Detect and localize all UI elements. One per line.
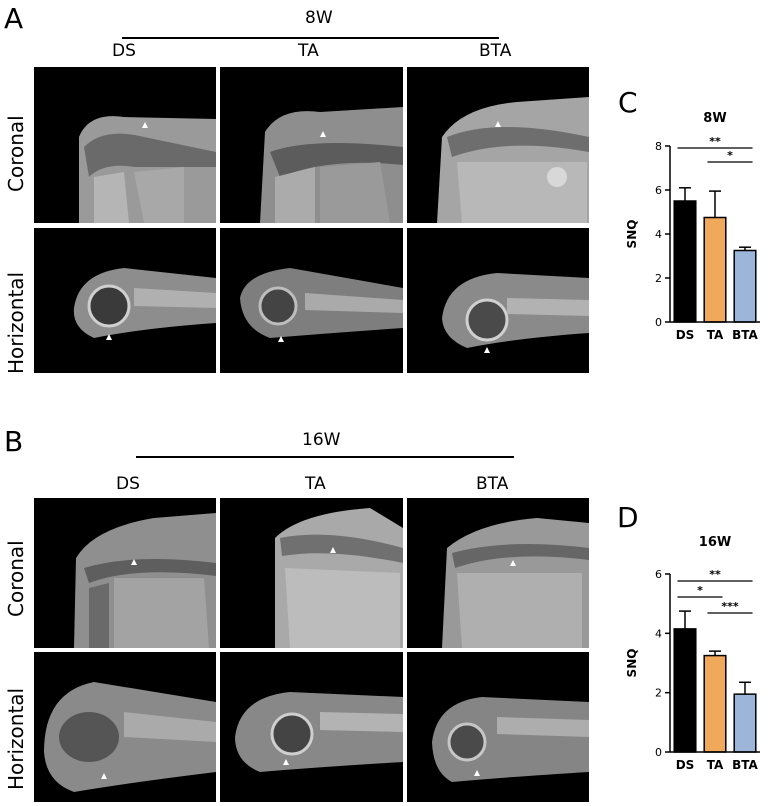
chart1-title: 16W [699, 535, 731, 550]
chart0-bar-ta [703, 216, 727, 323]
chart1-ytick-2: 2 [655, 687, 662, 700]
chart1-bar-ds [673, 628, 697, 753]
chart1-xtick-ta: TA [707, 758, 724, 772]
mri-a-horizontal-bta [407, 228, 589, 373]
chart0-xtick-ta: TA [707, 328, 724, 342]
group-label-a-ta: TA [298, 41, 319, 61]
chart0-xtick-ds: DS [676, 328, 695, 342]
chart1-bar-bta [733, 693, 757, 753]
mri-b-horizontal-ds [34, 652, 216, 802]
chart0-ytick-2: 2 [655, 272, 662, 285]
group-label-b-ta: TA [305, 474, 326, 494]
chart0-ytick-8: 8 [655, 140, 662, 153]
panel-letter-b: B [4, 425, 24, 458]
mri-b-horizontal-ta [220, 652, 403, 802]
panel-letter-a: A [4, 2, 24, 35]
group-label-b-bta: BTA [476, 474, 509, 494]
mri-a-coronal-bta [407, 67, 589, 223]
timepoint-label-a: 8W [305, 8, 333, 28]
chart1-ytick-6: 6 [655, 568, 662, 581]
chart0-ylabel: SNQ [625, 220, 639, 249]
mri-a-horizontal-ds [34, 228, 216, 373]
chart1-sig-label-0: ** [709, 568, 721, 581]
mri-a-coronal-ta [220, 67, 403, 223]
mri-b-horizontal-bta [407, 652, 589, 802]
mri-b-coronal-bta [407, 498, 589, 648]
row-label-b-horizontal: Horizontal [4, 687, 28, 790]
row-label-a-coronal: Coronal [4, 115, 28, 192]
chart0-ytick-6: 6 [655, 184, 662, 197]
timepoint-bracket-b [136, 456, 514, 458]
chart1-sig-label-1: * [697, 584, 703, 597]
timepoint-label-b: 16W [302, 430, 341, 450]
chart1-bar-ta [703, 654, 727, 753]
chart0-sig-label-0: ** [709, 135, 721, 148]
mri-a-coronal-ds [34, 67, 216, 223]
mri-b-coronal-ta [220, 498, 403, 648]
chart1-ylabel: SNQ [625, 649, 639, 678]
group-label-b-ds: DS [116, 474, 140, 494]
mri-a-horizontal-ta [220, 228, 403, 373]
group-label-a-bta: BTA [479, 41, 512, 61]
row-label-b-coronal: Coronal [4, 540, 28, 617]
row-label-a-horizontal: Horizontal [4, 271, 28, 374]
chart1-sig-label-2: *** [721, 600, 739, 613]
group-label-a-ds: DS [112, 41, 136, 61]
panel-letter-d: D [617, 501, 639, 534]
mri-b-coronal-ds [34, 498, 216, 648]
chart0-title: 8W [703, 111, 726, 126]
chart0-sig-label-1: * [727, 149, 733, 162]
chart0-ytick-4: 4 [655, 228, 662, 241]
panel-letter-c: C [618, 86, 638, 119]
chart1-xtick-ds: DS [676, 758, 695, 772]
chart1-xtick-bta: BTA [732, 758, 758, 772]
chart1-ytick-0: 0 [655, 746, 662, 759]
chart0-bar-bta [733, 249, 757, 323]
chart1-ytick-4: 4 [655, 627, 662, 640]
chart0-ytick-0: 0 [655, 316, 662, 329]
chart0-xtick-bta: BTA [732, 328, 758, 342]
timepoint-bracket-a [122, 37, 499, 39]
chart0-bar-ds [673, 200, 697, 323]
